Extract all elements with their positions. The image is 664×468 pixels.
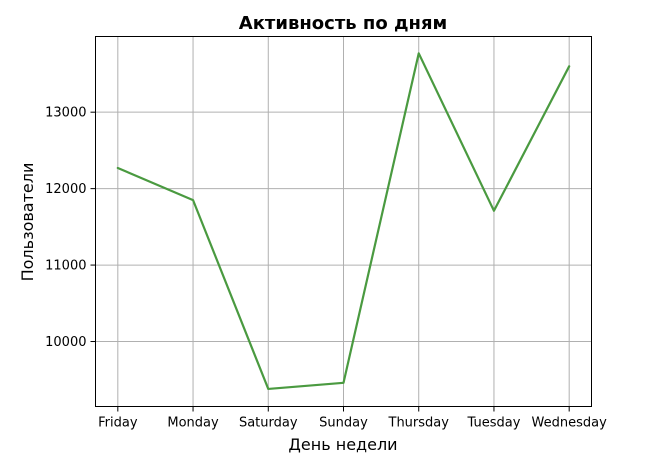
x-tick-label: Tuesday (467, 416, 521, 431)
y-tick-label: 10000 (45, 335, 86, 350)
grid (95, 36, 592, 407)
y-axis-ticks: 10000 11000 12000 13000 (45, 106, 96, 350)
x-axis-label: День недели (288, 435, 397, 454)
x-tick-label: Saturday (239, 416, 298, 431)
y-tick-label: 13000 (45, 106, 86, 121)
y-axis-label: Пользователи (18, 163, 37, 282)
x-tick-label: Wednesday (532, 416, 608, 431)
chart-title: Активность по дням (239, 13, 447, 34)
x-tick-label: Sunday (319, 416, 368, 431)
x-axis-ticks: Friday Monday Saturday Sunday Thursday Tuesda… (98, 406, 608, 431)
x-tick-label: Thursday (388, 416, 450, 431)
y-tick-label: 11000 (45, 259, 86, 274)
y-tick-label: 12000 (45, 182, 86, 197)
x-tick-label: Friday (98, 416, 138, 431)
plot-area (116, 52, 571, 391)
series-line (116, 52, 571, 391)
x-tick-label: Monday (167, 416, 219, 431)
